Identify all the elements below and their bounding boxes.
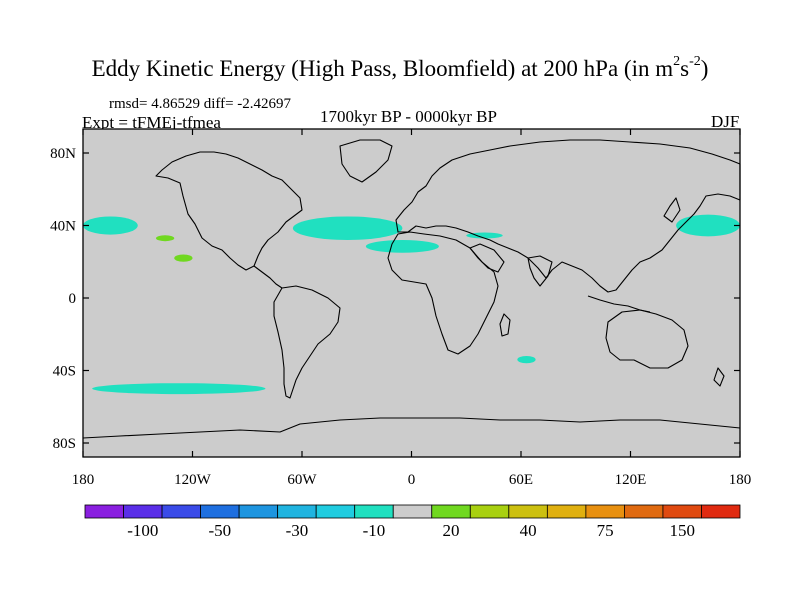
field-patch [92, 383, 266, 395]
coast-india [527, 255, 553, 287]
colorbar-label: 150 [669, 521, 695, 540]
coast-japan [663, 197, 681, 223]
colorbar-segment [508, 504, 548, 519]
y-tick-label: 80S [53, 436, 76, 452]
y-tick-label: 0 [69, 291, 77, 307]
field-patch [156, 235, 175, 242]
coast-north-america [155, 151, 303, 271]
coast-antarctica [82, 417, 741, 439]
colorbar-label: 40 [520, 521, 537, 540]
x-tick-label: 180 [72, 472, 95, 488]
x-tick-label: 60W [287, 472, 317, 488]
coastlines [82, 139, 741, 439]
coast-central-america [253, 265, 283, 289]
coast-madagascar [499, 313, 511, 337]
x-tick-label: 0 [408, 472, 416, 488]
coast-greenland [339, 139, 393, 183]
coast-new-zealand [713, 367, 725, 387]
chart-title: Eddy Kinetic Energy (High Pass, Bloomfie… [91, 54, 709, 82]
coast-africa [387, 231, 499, 355]
colorbar-segment [161, 504, 201, 519]
x-tick-label: 120E [615, 472, 647, 488]
colorbar-segment [624, 504, 664, 519]
colorbar-segment [315, 504, 356, 519]
colorbar-segment [354, 504, 394, 519]
colorbar-segment [585, 504, 625, 519]
y-tick-label: 40N [50, 219, 76, 235]
coast-arabia [469, 243, 505, 273]
coast-australia [605, 309, 689, 369]
colorbar-segment [84, 504, 124, 519]
field-patch [83, 216, 138, 235]
colorbar-segment [662, 504, 702, 519]
colorbar-segment [238, 504, 279, 519]
period-label: 1700kyr BP - 0000kyr BP [320, 107, 497, 126]
field-patch [676, 214, 740, 237]
colorbar-segment [200, 504, 240, 519]
colorbar-label: 75 [597, 521, 614, 540]
field-patch [174, 254, 193, 262]
x-tick-label: 60E [509, 472, 533, 488]
colorbar-segment [546, 504, 587, 519]
colorbar-segment [431, 504, 471, 519]
season-label: DJF [711, 112, 740, 131]
colorbar-label: -100 [127, 521, 158, 540]
colorbar-segment [469, 504, 510, 519]
colorbar-segment [277, 504, 317, 519]
field-patch [466, 232, 503, 239]
map-background [83, 129, 740, 457]
colorbar-label: -30 [286, 521, 309, 540]
colorbar-segment [392, 504, 433, 519]
colorbar-segment [123, 504, 163, 519]
field-patch [517, 356, 536, 364]
field-patch [365, 240, 439, 253]
coast-south-america [273, 285, 341, 399]
colorbar-segment [701, 504, 741, 519]
stats-label: rmsd= 4.86529 diff= -2.42697 [109, 96, 292, 112]
colorbar-label: 20 [443, 521, 460, 540]
y-tick-label: 40S [53, 364, 76, 380]
coast-eurasia [395, 139, 741, 293]
x-tick-label: 120W [174, 472, 212, 488]
x-tick-label: 180 [729, 472, 752, 488]
colorbar-label: -10 [363, 521, 386, 540]
experiment-label: Expt = tFMEj-tfmea [82, 113, 221, 132]
colorbar-label: -50 [209, 521, 232, 540]
y-tick-label: 80N [50, 146, 76, 162]
field-patch [292, 216, 403, 240]
